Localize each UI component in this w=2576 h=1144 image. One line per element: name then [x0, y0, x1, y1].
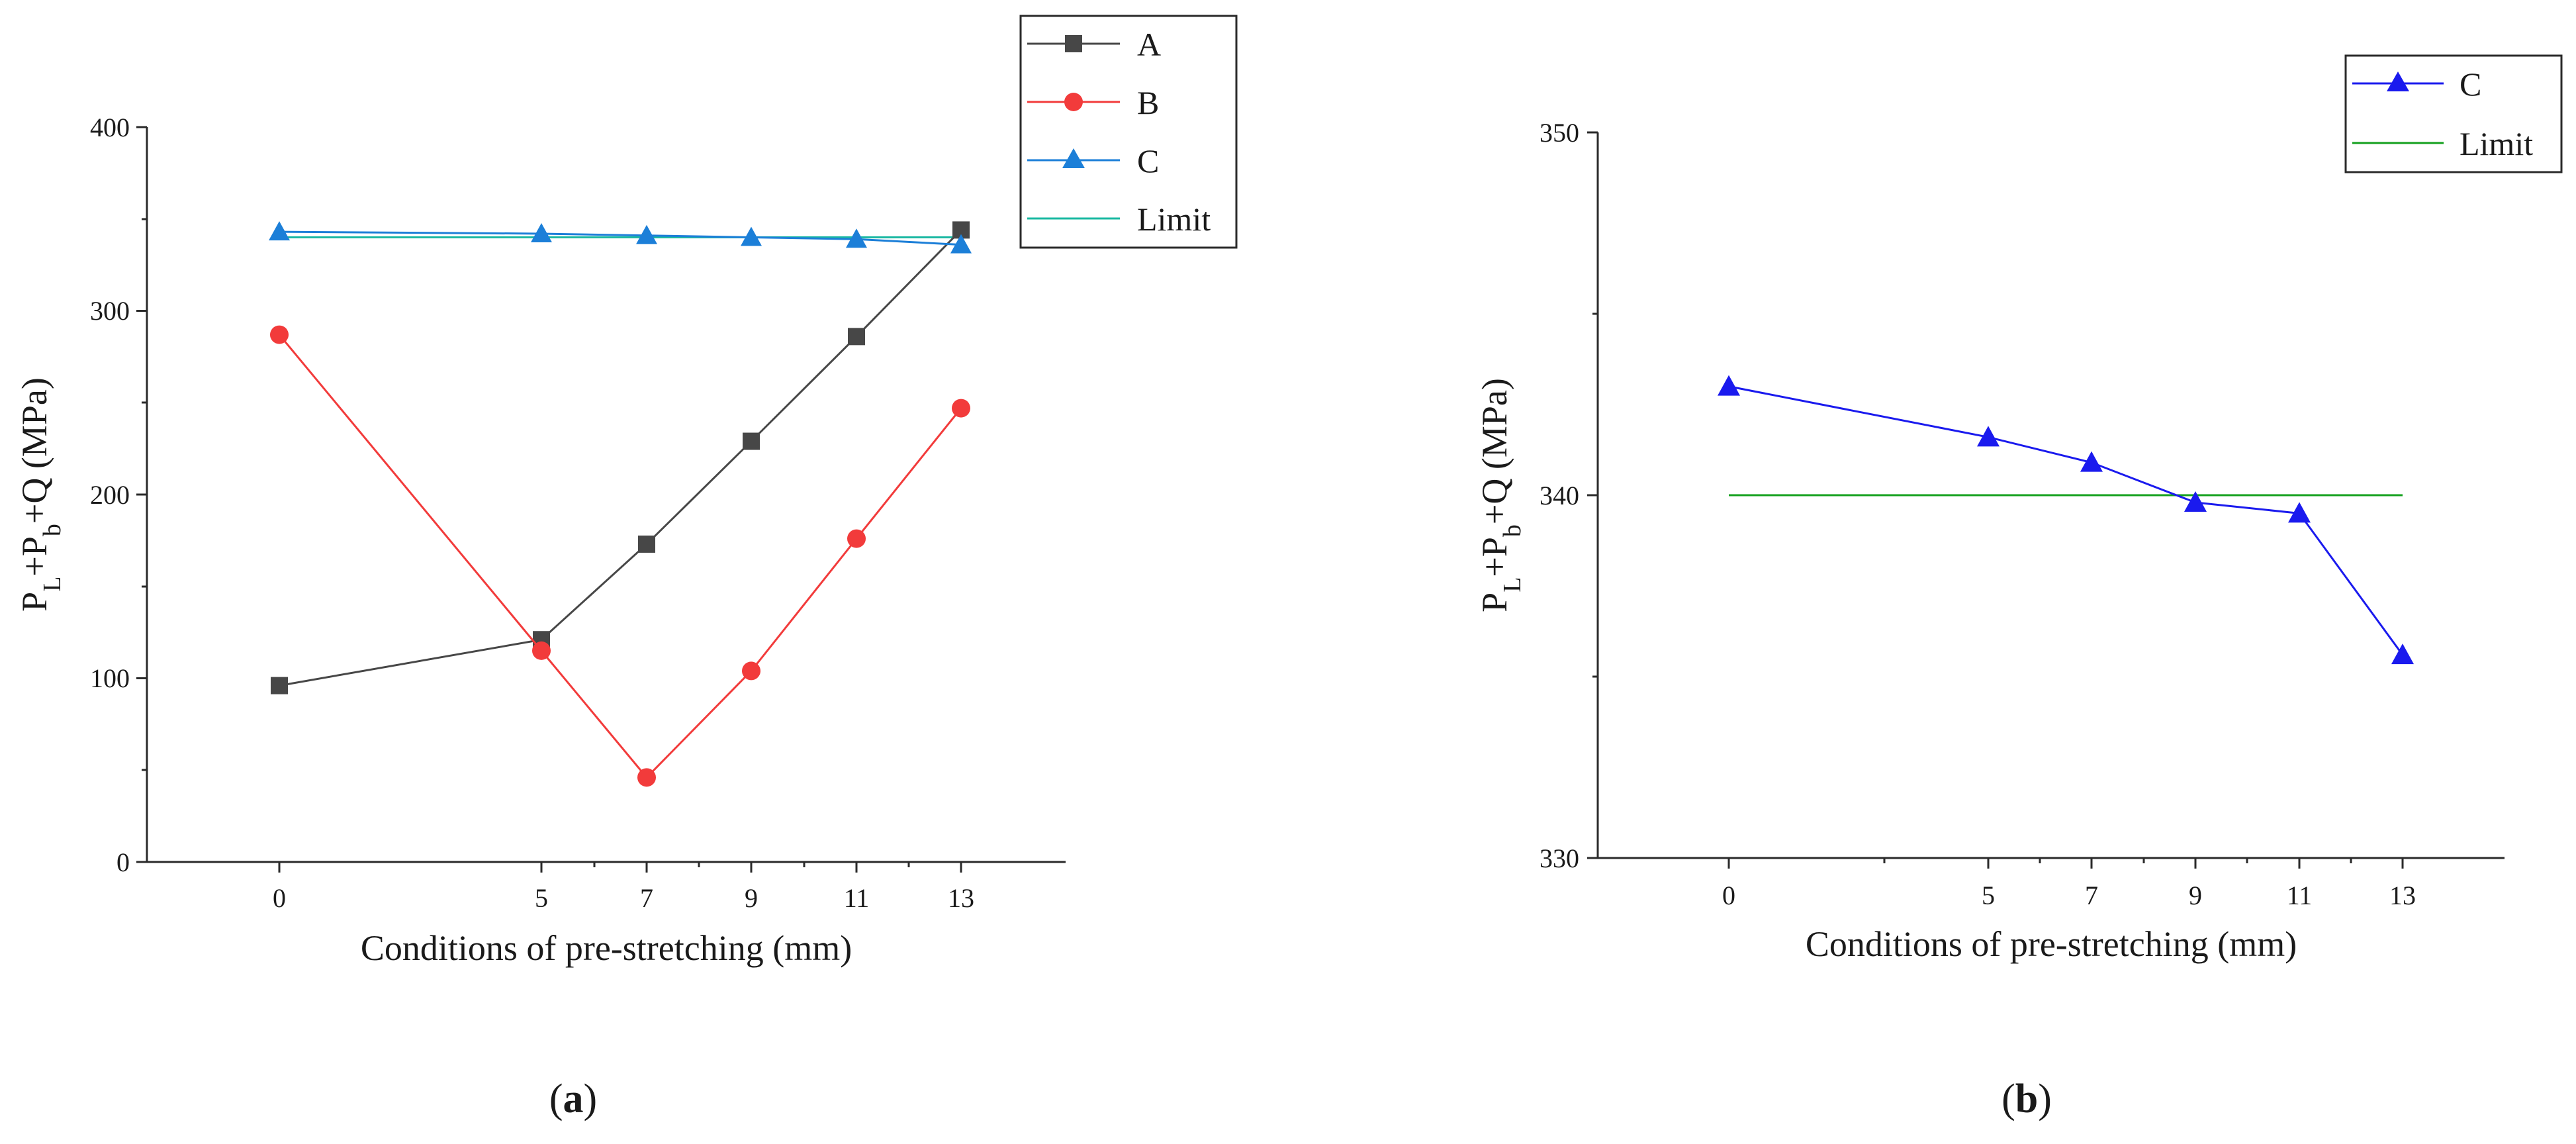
y-title-p: P: [1475, 593, 1514, 612]
chart-b-y-axis-title: PL+Pb+Q (MPa): [1475, 378, 1526, 612]
legend-a-marker-b: [1064, 93, 1083, 111]
chart-a-y-tick-label: 400: [90, 113, 130, 142]
y-title-sub-b: b: [38, 524, 66, 536]
chart-b-marks: [1718, 375, 2414, 665]
caption-b-close: ): [2038, 1076, 2052, 1121]
series-line-a: [279, 229, 962, 687]
chart-a-x-axis-title: Conditions of pre-stretching (mm): [361, 928, 852, 968]
chart-a-x-tick-label: 13: [948, 883, 974, 913]
chart-b-legend-box: [2344, 54, 2563, 173]
data-point-b: [532, 641, 551, 660]
data-point-c: [269, 221, 290, 241]
chart-a-x-ticks: [278, 862, 962, 873]
data-point-c: [741, 226, 762, 246]
data-point-b: [742, 661, 760, 681]
data-point-c: [636, 224, 657, 244]
legend-a-label-c: C: [1137, 142, 1159, 179]
y-title-plus-p: +P: [1475, 537, 1514, 577]
chart-b-x-tick-label: 0: [1722, 881, 1735, 910]
chart-a-legend: A B C Limit: [1019, 15, 1238, 249]
y-title-p: P: [15, 592, 54, 612]
chart-b-x-tick-label: 7: [2085, 881, 2098, 910]
data-point-c: [2080, 451, 2103, 472]
chart-a-x-tick-label: 11: [844, 883, 870, 913]
data-point-c: [2184, 491, 2207, 512]
chart-a-marks: [269, 221, 972, 787]
chart-b-x-ticks: [1727, 858, 2404, 869]
chart-a-y-tick-label: 0: [116, 847, 130, 877]
data-point-c: [531, 222, 552, 242]
chart-b-x-tick-label: 11: [2287, 881, 2313, 910]
legend-b-marker-c: [2387, 72, 2409, 91]
chart-b-x-tick-label: 9: [2189, 881, 2202, 910]
chart-a: 0 100 200 300 400 0 5 7 9 11 13 Conditi: [15, 15, 1238, 1121]
legend-a-label-limit: Limit: [1137, 201, 1211, 238]
data-point-b: [637, 768, 656, 787]
y-title-rest: +Q (MPa): [15, 377, 54, 524]
chart-a-x-tick-labels: 0 5 7 9 11 13: [273, 883, 974, 913]
caption-a-letter: a: [563, 1076, 584, 1121]
chart-b-y-tick-label: 340: [1540, 481, 1579, 510]
chart-b-x-axis-title: Conditions of pre-stretching (mm): [1806, 924, 2297, 964]
chart-a-y-tick-labels: 0 100 200 300 400: [90, 113, 130, 877]
chart-b-x-tick-label: 5: [1982, 881, 1995, 910]
data-point-c: [950, 234, 972, 254]
legend-a-marker-c: [1062, 148, 1085, 168]
chart-b-x-tick-labels: 0 5 7 9 11 13: [1722, 881, 2416, 910]
chart-b-y-tick-labels: 330 340 350: [1540, 118, 1579, 873]
y-title-sub-l: L: [38, 577, 66, 592]
data-point-a: [638, 535, 655, 553]
chart-b-y-tick-label: 330: [1540, 843, 1579, 873]
data-point-a: [848, 328, 865, 346]
chart-b-legend: C Limit: [2344, 54, 2563, 173]
data-point-b: [847, 529, 866, 548]
caption-a-open: (: [549, 1076, 563, 1121]
y-title-rest: +Q (MPa): [1475, 378, 1514, 524]
data-point-c: [2391, 644, 2414, 665]
caption-a-close: ): [584, 1076, 598, 1121]
data-point-c: [1718, 375, 1740, 396]
data-point-a: [743, 432, 760, 450]
y-title-plus-p: +P: [15, 536, 54, 577]
chart-a-caption: (a): [549, 1076, 597, 1121]
legend-a-label-b: B: [1137, 84, 1159, 121]
legend-a-label-a: A: [1137, 26, 1161, 63]
data-point-b: [952, 399, 970, 418]
data-point-a: [271, 677, 288, 694]
series-line-c: [1728, 385, 2404, 656]
chart-a-y-tick-label: 300: [90, 296, 130, 326]
chart-a-x-tick-label: 9: [745, 883, 758, 913]
series-line-c: [279, 230, 962, 246]
legend-b-label-limit: Limit: [2460, 125, 2533, 162]
chart-a-y-axis-title: PL+Pb+Q (MPa): [15, 377, 66, 612]
series-line-b: [278, 334, 962, 779]
chart-b: 330 340 350 0 5 7 9 11 13 Conditions of …: [1475, 54, 2563, 1121]
data-point-c: [2288, 502, 2311, 523]
chart-b-x-tick-label: 13: [2389, 881, 2416, 910]
legend-a-marker-a: [1065, 35, 1082, 52]
chart-a-y-tick-label: 100: [90, 663, 130, 693]
chart-a-x-tick-label: 7: [640, 883, 653, 913]
legend-b-label-c: C: [2460, 66, 2481, 103]
y-title-sub-l: L: [1498, 577, 1526, 593]
chart-a-legend-box: [1019, 15, 1238, 249]
chart-a-x-tick-label: 0: [273, 883, 286, 913]
caption-b-letter: b: [2015, 1076, 2038, 1121]
chart-a-x-tick-label: 5: [535, 883, 548, 913]
data-point-c: [1977, 426, 2000, 447]
caption-b-open: (: [2001, 1076, 2015, 1121]
chart-b-y-tick-label: 350: [1540, 118, 1579, 148]
y-title-sub-b: b: [1498, 524, 1526, 537]
chart-b-y-ticks: [1587, 131, 1598, 859]
data-point-c: [846, 228, 867, 248]
chart-b-caption: (b): [2001, 1076, 2052, 1121]
chart-a-y-tick-label: 200: [90, 480, 130, 510]
data-point-b: [270, 325, 289, 344]
chart-a-y-ticks: [136, 126, 147, 863]
